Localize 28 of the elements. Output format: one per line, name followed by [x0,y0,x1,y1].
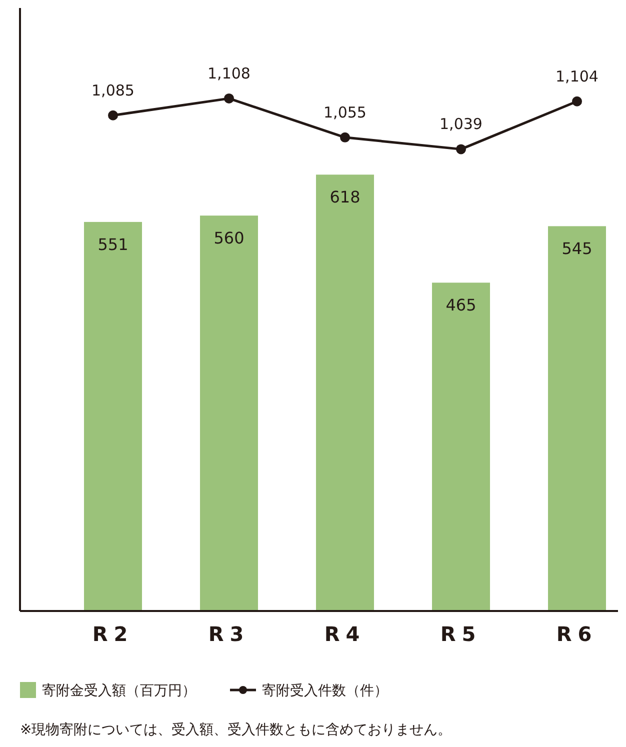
data-label: 560 [214,228,244,248]
x-tick-label: R5 [440,622,482,646]
data-label: 618 [330,188,360,207]
point [340,132,350,142]
data-label: 1,085 [92,81,134,100]
x-tick-label: R6 [556,622,598,646]
bar [316,174,374,611]
point [108,110,118,120]
text: ※現物寄附については、受入額、受入件数ともに含めておりません。 [20,722,452,738]
point [224,93,234,104]
data-label: 1,108 [208,64,250,82]
data-label: 1,055 [324,103,366,122]
bar [84,222,142,611]
data-label: 1,104 [556,67,598,86]
point [456,144,466,154]
bar [548,226,606,611]
x-tick-label: R3 [208,622,250,646]
x-tick-label: R4 [324,622,366,646]
bar [200,216,258,611]
data-label: 551 [98,234,128,254]
data-label: 545 [562,239,592,258]
point [572,96,582,106]
legend-label: 寄附金受入額（百万円） [42,683,196,699]
data-label: 465 [446,296,476,315]
data-label: 1,039 [440,115,482,134]
bar [432,282,490,611]
x-tick-label: R2 [92,622,134,646]
legend-label: 寄附受入件数（件） [262,683,388,699]
